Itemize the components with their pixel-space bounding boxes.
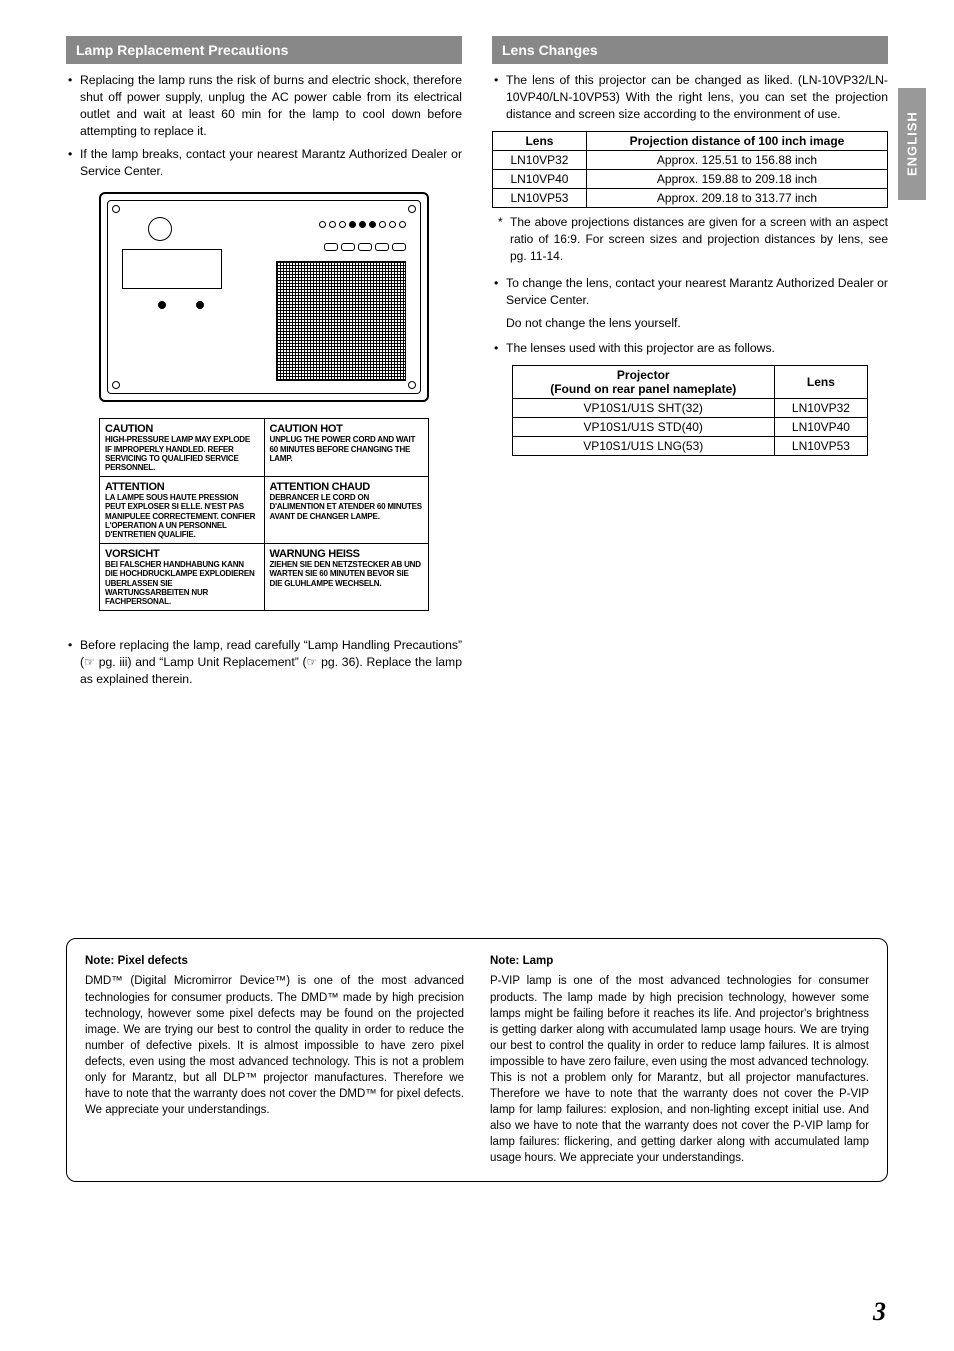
table-cell: LN10VP32 [774,398,868,417]
warn-title: CAUTION [105,423,259,435]
table-cell: VP10S1/U1S STD(40) [512,417,774,436]
lens-distance-table: LensProjection distance of 100 inch imag… [492,131,888,208]
notes-box: Note: Pixel defects DMD™ (Digital Microm… [66,938,888,1181]
lamp-header: Lamp Replacement Precautions [66,36,462,64]
lens-bullets-2: To change the lens, contact your nearest… [492,275,888,309]
table-header: Lens [774,365,868,398]
left-column: Lamp Replacement Precautions Replacing t… [66,36,462,688]
warn-title: WARNUNG HEISS [270,548,424,560]
lamp-bullets: Replacing the lamp runs the risk of burn… [66,72,462,180]
table-header: Projector (Found on rear panel nameplate… [512,365,774,398]
warning-label-table: CAUTIONHIGH-PRESSURE LAMP MAY EXPLODE IF… [99,418,429,611]
lens-header: Lens Changes [492,36,888,64]
lens-bullet-2: To change the lens, contact your nearest… [492,275,888,309]
table-cell: LN10VP40 [493,170,587,189]
table-cell: LN10VP53 [774,436,868,455]
table-cell: VP10S1/U1S LNG(53) [512,436,774,455]
table-header: Lens [493,132,587,151]
lamp-bullet-2: If the lamp breaks, contact your nearest… [66,146,462,180]
table-cell: Approx. 125.51 to 156.88 inch [586,151,887,170]
warn-body: LA LAMPE SOUS HAUTE PRESSION PEUT EXPLOS… [105,493,259,539]
projector-diagram: CAUTIONHIGH-PRESSURE LAMP MAY EXPLODE IF… [99,192,429,611]
table-cell: Approx. 209.18 to 313.77 inch [586,189,887,208]
lamp-bullet-1: Replacing the lamp runs the risk of burn… [66,72,462,140]
table-cell: LN10VP40 [774,417,868,436]
warn-body: HIGH-PRESSURE LAMP MAY EXPLODE IF IMPROP… [105,435,259,472]
note-title: Note: Lamp [490,953,869,969]
note-title: Note: Pixel defects [85,953,464,969]
lamp-note: Note: Lamp P-VIP lamp is one of the most… [490,953,869,1166]
lens-subline: Do not change the lens yourself. [492,315,888,332]
table-header: Projection distance of 100 inch image [586,132,887,151]
page-number: 3 [873,1297,886,1327]
pixel-defects-note: Note: Pixel defects DMD™ (Digital Microm… [85,953,464,1166]
lens-bullet-1: The lens of this projector can be change… [492,72,888,123]
warn-title: VORSICHT [105,548,259,560]
note-body: P-VIP lamp is one of the most advanced t… [490,973,869,1166]
right-column: Lens Changes The lens of this projector … [492,36,888,688]
lens-bullets: The lens of this projector can be change… [492,72,888,123]
page-content: Lamp Replacement Precautions Replacing t… [0,0,954,1212]
warn-body: UNPLUG THE POWER CORD AND WAIT 60 MINUTE… [270,435,424,463]
projector-lens-table: Projector (Found on rear panel nameplate… [512,365,868,456]
warn-body: DEBRANCER LE CORD ON D'ALIMENTION ET ATE… [270,493,424,521]
table-cell: LN10VP53 [493,189,587,208]
warn-title: ATTENTION [105,481,259,493]
lens-bullet-3: The lenses used with this projector are … [492,340,888,357]
table-cell: LN10VP32 [493,151,587,170]
warn-body: ZIEHEN SIE DEN NETZSTECKER AB UND WARTEN… [270,560,424,588]
lens-footnote: The above projections distances are give… [510,214,888,264]
table-cell: Approx. 159.88 to 209.18 inch [586,170,887,189]
warn-body: BEI FALSCHER HANDHABUNG KANN DIE HOCHDRU… [105,560,259,606]
warn-title: CAUTION HOT [270,423,424,435]
lens-bullets-3: The lenses used with this projector are … [492,340,888,357]
note-body: DMD™ (Digital Micromirror Device™) is on… [85,973,464,1118]
lamp-handling-note: Before replacing the lamp, read carefull… [66,637,462,688]
warn-title: ATTENTION CHAUD [270,481,424,493]
table-cell: VP10S1/U1S SHT(32) [512,398,774,417]
